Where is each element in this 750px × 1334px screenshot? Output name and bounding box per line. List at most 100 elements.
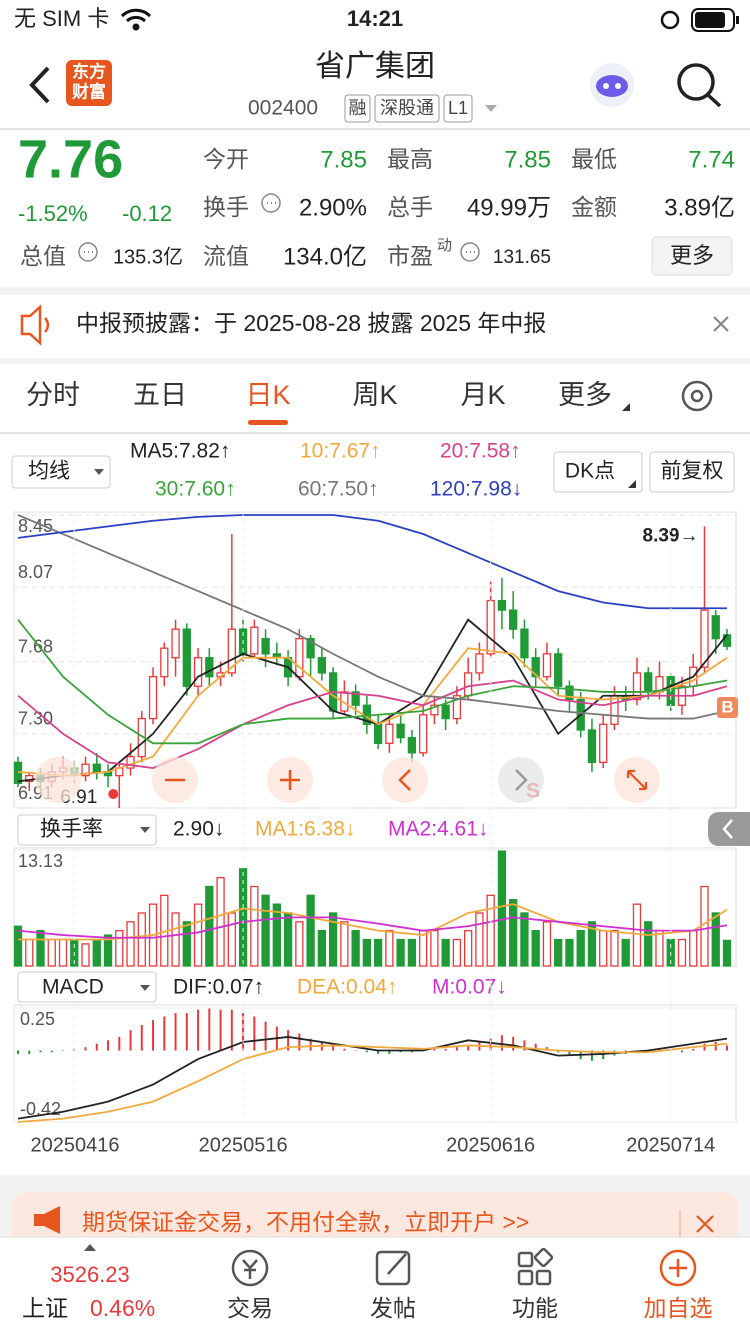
volume-bar <box>205 885 214 967</box>
robot-icon[interactable] <box>590 63 634 107</box>
add-watch-icon <box>659 1249 697 1287</box>
candle-body <box>520 628 529 659</box>
volume-bar <box>340 921 349 967</box>
tab[interactable]: 周K <box>352 380 397 410</box>
tag: L1 <box>448 98 468 118</box>
volume-bar <box>283 912 293 967</box>
trade-icon <box>231 1249 269 1287</box>
index-change[interactable]: 0.46% <box>90 1295 155 1321</box>
corner-arrow <box>628 480 636 488</box>
nav-item[interactable]: 功能 <box>512 1295 558 1321</box>
volume-bar <box>373 938 383 967</box>
logo[interactable] <box>66 60 112 106</box>
banner-text[interactable]: 期货保证金交易，不用付全款，立即开户 >> <box>82 1209 529 1235</box>
candle-body <box>554 653 563 687</box>
candle-body <box>700 609 709 668</box>
candle-body <box>25 775 34 783</box>
dropdown-arrow[interactable] <box>485 105 497 112</box>
indicator-select[interactable] <box>11 455 111 489</box>
field-value: 3.89亿 <box>664 194 735 221</box>
settings-button[interactable] <box>681 380 713 412</box>
nav-item[interactable]: 交易 <box>227 1295 273 1321</box>
tab[interactable]: 五日 <box>133 380 187 410</box>
low-marker <box>108 789 119 799</box>
notice-text[interactable]: 中报预披露：于 2025-08-28 披露 2025 年中报 <box>76 310 546 336</box>
field-label: 最高 <box>387 146 433 172</box>
candle-body <box>317 657 327 674</box>
clock: 14:21 <box>347 6 403 31</box>
dk-button-label[interactable]: DK点 <box>565 460 615 483</box>
volume-bar <box>464 930 473 967</box>
ma-line <box>17 514 728 720</box>
candle-body <box>306 638 315 659</box>
dropdown-arrow <box>140 985 150 991</box>
side-drawer-handle[interactable] <box>708 812 750 846</box>
volume-bar <box>317 930 327 967</box>
dk-button[interactable] <box>553 451 643 493</box>
more-button-label[interactable]: 更多 <box>670 243 714 268</box>
indicator-select-label[interactable]: 均线 <box>28 460 70 483</box>
expand-arrow[interactable] <box>84 1244 96 1251</box>
prev-button[interactable] <box>382 757 428 803</box>
search-button[interactable] <box>677 63 722 108</box>
tag-group: 融深股通 L1 <box>344 94 473 123</box>
candle-body <box>565 685 574 701</box>
volume-bar <box>103 934 113 967</box>
volume-bar <box>407 938 417 967</box>
volume-bar <box>25 938 34 967</box>
index-value[interactable]: 3526.23 <box>50 1262 130 1287</box>
candle-body <box>599 723 608 763</box>
field-value: 7.85 <box>320 146 367 173</box>
tab[interactable]: 月K <box>460 380 505 410</box>
volume-bar <box>542 921 552 967</box>
tab[interactable]: 日K <box>245 380 290 410</box>
divider <box>0 358 750 364</box>
volume-select-label[interactable]: 换手率 <box>40 818 103 841</box>
adjust-button[interactable] <box>649 451 735 493</box>
x-tick-label: 20250516 <box>199 1134 288 1156</box>
tag: 融 <box>349 98 367 118</box>
change-amount: -0.12 <box>122 201 172 226</box>
volume-select[interactable] <box>17 814 157 846</box>
volume-bar <box>587 921 597 967</box>
volume-bar <box>47 938 56 967</box>
candle-body <box>441 704 450 720</box>
buy-marker-box <box>717 697 738 718</box>
candle-body <box>644 672 653 693</box>
close-banner[interactable] <box>696 1215 714 1233</box>
volume-bar <box>328 912 338 967</box>
index-name[interactable]: 上证 <box>22 1295 68 1321</box>
more-button[interactable] <box>651 236 733 276</box>
back-button[interactable] <box>29 66 50 104</box>
candle-body <box>711 615 720 640</box>
volume-bar <box>306 894 315 967</box>
ma-line <box>17 514 727 610</box>
macd-select-label[interactable]: MACD <box>42 976 104 999</box>
next-button[interactable] <box>498 757 544 803</box>
corner-arrow <box>622 403 630 411</box>
close-notice[interactable] <box>713 316 729 332</box>
info-icon[interactable] <box>78 242 98 262</box>
info-icon[interactable] <box>460 242 480 262</box>
info-icon[interactable] <box>261 193 281 213</box>
play-button[interactable] <box>35 757 81 803</box>
nav-item[interactable]: 加自选 <box>644 1295 713 1321</box>
field-value: 7.85 <box>504 146 551 173</box>
adjust-button-label[interactable]: 前复权 <box>661 460 724 483</box>
tab[interactable]: 更多 <box>558 380 612 410</box>
ma-legend: 20:7.58↑ <box>440 440 521 463</box>
volume-legend: MA2:4.61↓ <box>388 818 488 841</box>
volume-bar <box>531 930 540 967</box>
tab[interactable]: 分时 <box>26 380 80 410</box>
field-label: 最低 <box>571 146 617 172</box>
macd-select[interactable] <box>17 971 157 1003</box>
field-label: 今开 <box>203 146 249 172</box>
y-tick-label: 7.68 <box>18 636 53 656</box>
plus-icon <box>280 770 300 790</box>
y-tick-label: 8.45 <box>18 516 53 536</box>
candle-body <box>373 723 383 744</box>
nav-item[interactable]: 发帖 <box>370 1295 416 1321</box>
ma-line <box>17 618 728 783</box>
ma-legend: 30:7.60↑ <box>155 478 236 501</box>
